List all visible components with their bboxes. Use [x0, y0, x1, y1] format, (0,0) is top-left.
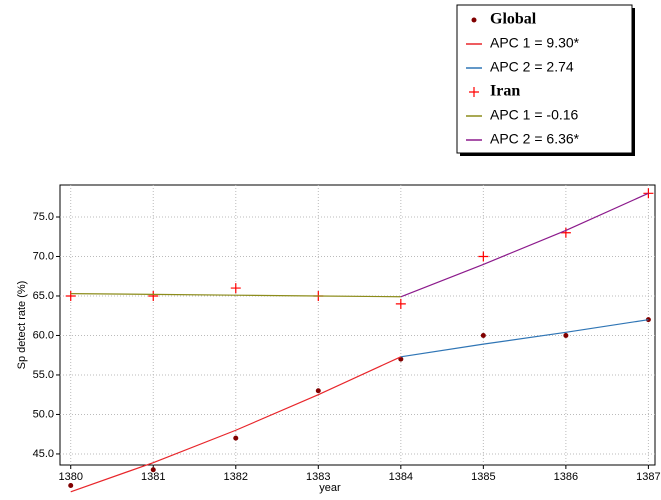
data-point [563, 332, 569, 338]
data-point [478, 251, 489, 262]
data-point [643, 188, 654, 199]
legend-label: APC 1 = -0.16 [490, 107, 579, 123]
legend-label: Global [490, 11, 537, 28]
x-tick-label: 1380 [58, 471, 82, 483]
y-tick-label: 55.0 [33, 369, 54, 381]
data-point [395, 298, 406, 309]
legend-label: APC 1 = 9.30* [490, 35, 580, 51]
x-tick-label: 1385 [471, 471, 495, 483]
x-tick-label: 1387 [636, 471, 660, 483]
data-point [65, 290, 76, 301]
y-tick-label: 60.0 [33, 329, 54, 341]
legend-label: Iran [490, 83, 520, 100]
y-tick-label: 65.0 [33, 290, 54, 302]
data-point [150, 467, 156, 473]
data-point [480, 332, 486, 338]
y-tick-label: 75.0 [33, 211, 54, 223]
x-tick-label: 1386 [554, 471, 578, 483]
data-point [68, 483, 74, 489]
legend-box [456, 4, 633, 154]
x-tick-label: 1384 [389, 471, 413, 483]
y-axis-label: Sp detect rate (%) [16, 281, 28, 370]
data-point [315, 388, 321, 394]
fit-line [70, 356, 402, 493]
legend-swatch [471, 17, 477, 23]
data-point [230, 283, 241, 294]
fit-line [70, 293, 401, 298]
fit-line [400, 192, 649, 298]
legend-swatch [469, 87, 479, 97]
data-point [148, 290, 159, 301]
x-tick-label: 1383 [306, 471, 330, 483]
y-tick-label: 70.0 [33, 250, 54, 262]
x-tick-label: 1381 [141, 471, 165, 483]
x-axis-label: year [319, 482, 341, 494]
plot-area [59, 184, 656, 466]
legend-label: APC 2 = 6.36* [490, 131, 580, 147]
y-tick-label: 45.0 [33, 448, 54, 460]
y-tick-label: 50.0 [33, 408, 54, 420]
data-point [560, 227, 571, 238]
x-tick-label: 1382 [224, 471, 248, 483]
data-point [233, 435, 239, 441]
legend-label: APC 2 = 2.74 [490, 59, 574, 75]
fit-line [400, 319, 649, 358]
